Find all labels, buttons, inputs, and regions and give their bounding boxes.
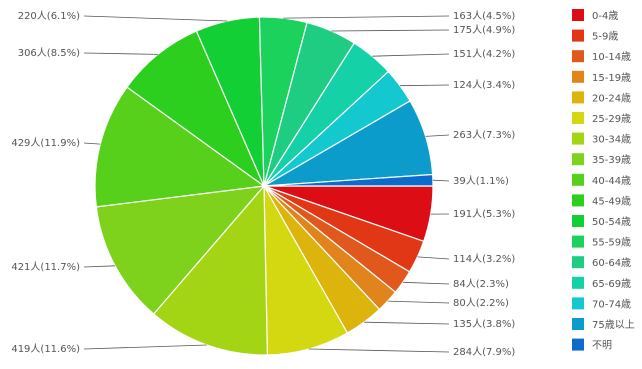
legend-swatch [572,112,584,124]
legend-label: 15-19歳 [592,72,631,84]
slice-7-30-34歳 [152,184,269,356]
legend-swatch [572,194,584,207]
legend-swatch [572,70,584,83]
data-label: 306人(8.5%) [18,47,80,59]
data-label: 163人(4.5%) [453,10,515,22]
legend-swatch [572,256,584,269]
legend-swatch [572,338,584,351]
data-label: 39人(1.1%) [453,175,509,187]
legend-label: 60-64歳 [592,257,631,269]
data-label: 151人(4.2%) [453,48,515,60]
legend-swatch [572,50,584,63]
legend-label: 45-49歳 [592,195,631,207]
data-label: 175人(4.9%) [453,24,515,36]
legend-swatch [572,318,584,330]
pie-slices [94,16,434,356]
legend-label: 70-74歳 [592,298,631,310]
legend-label: 20-24歳 [592,92,631,104]
data-label: 84人(2.3%) [453,278,509,290]
legend-label: 35-39歳 [592,154,631,166]
legend-swatch [572,132,584,145]
data-label: 421人(11.7%) [11,261,80,273]
legend-label: 不明 [592,340,612,352]
data-label: 135人(3.8%) [453,318,515,330]
legend-label: 30-34歳 [592,134,631,146]
data-label: 263人(7.3%) [453,129,515,141]
legend-label: 25-29歳 [592,113,631,125]
legend-swatch [572,297,584,310]
leader-line [83,15,228,22]
leader-line [83,265,116,268]
legend-swatch [572,173,584,186]
leader-line [417,256,450,260]
leader-line [331,29,450,32]
leader-line [308,348,450,353]
legend-swatch [572,276,584,289]
leader-line [387,300,450,304]
legend: 0-4歳 5-9歳 10-14歳 15-19歳 20-24歳 25-29歳 30-34歳 35… [572,9,635,352]
data-label: 191人(5.3%) [453,208,515,220]
data-label: 114人(3.2%) [453,253,515,265]
data-label: 124人(3.4%) [453,79,515,91]
label-leader-lines [83,15,450,353]
leader-line [283,15,450,19]
legend-label: 55-59歳 [592,237,631,249]
legend-swatch [572,153,584,166]
data-label: 80人(2.2%) [453,297,509,309]
legend-label: 40-44歳 [592,175,631,187]
legend-label: 75歳以上 [592,319,635,331]
legend-swatch [572,215,584,227]
legend-swatch [572,29,584,42]
legend-label: 5-9歳 [592,31,618,43]
legend-swatch [572,235,584,248]
leader-line [432,179,450,182]
data-label: 429人(11.9%) [11,137,80,149]
data-label: 220人(6.1%) [18,10,80,22]
legend-swatch [572,91,584,104]
legend-label: 65-69歳 [592,278,631,290]
leader-line [364,321,450,325]
legend-label: 10-14歳 [592,51,631,63]
slice-10-45-49歳 [126,30,266,188]
data-label: 284人(7.9%) [453,346,515,358]
leader-line [399,84,450,87]
leader-line [402,281,450,285]
legend-swatch [572,9,584,21]
leader-line [425,134,450,137]
leader-line [83,142,101,145]
leader-line [83,344,207,350]
leader-line [372,53,450,57]
legend-label: 50-54歳 [592,216,631,228]
data-label: 419人(11.6%) [11,343,80,355]
leader-line [83,52,158,55]
legend-label: 0-4歳 [592,10,618,22]
data-labels: 191人(5.3%) 114人(3.2%) 84人(2.3%) 80人(2.2%) 13… [11,10,515,358]
slice-8-35-39歳 [95,185,266,315]
